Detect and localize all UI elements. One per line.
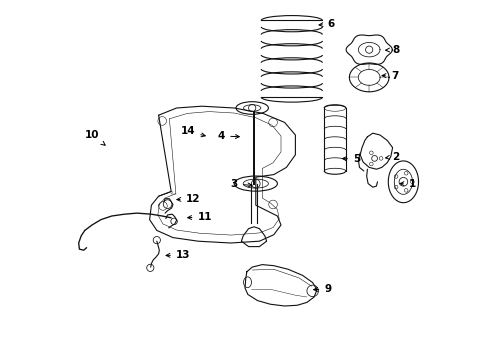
Text: 11: 11 (188, 212, 212, 222)
Text: 1: 1 (400, 179, 416, 189)
Text: 12: 12 (177, 194, 200, 204)
Text: 5: 5 (343, 154, 360, 164)
Text: 6: 6 (319, 19, 335, 29)
Text: 4: 4 (218, 131, 239, 141)
Text: 14: 14 (181, 126, 205, 137)
Text: 2: 2 (386, 152, 400, 162)
Text: 3: 3 (231, 179, 252, 189)
Text: 7: 7 (382, 71, 398, 81)
Text: 8: 8 (386, 45, 400, 55)
Text: 13: 13 (166, 250, 191, 260)
Text: 9: 9 (314, 284, 331, 294)
Text: 10: 10 (85, 130, 105, 145)
